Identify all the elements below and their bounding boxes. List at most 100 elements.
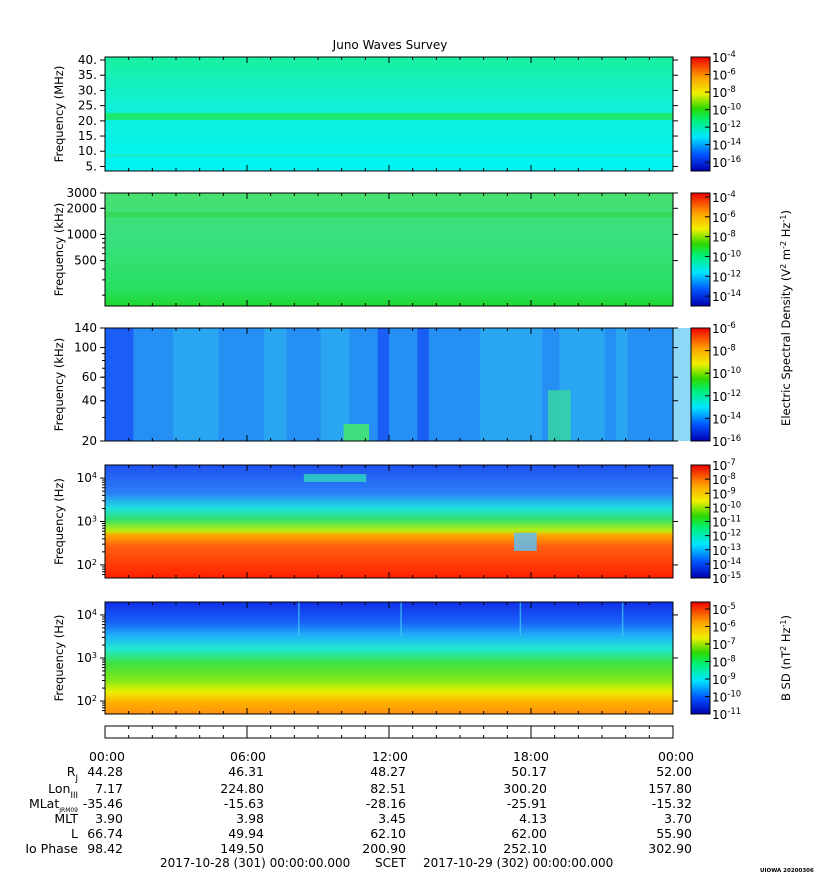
colorbar-tick-label: 10-9: [712, 672, 736, 687]
emission-patch: [548, 390, 571, 441]
colorbar-tick-label: 10-10: [712, 366, 741, 381]
colorbar-tick-label: 10-7: [712, 458, 736, 473]
ephemeris-value: 3.45: [378, 811, 406, 826]
ephemeris-value: 200.90: [362, 841, 406, 856]
emission-band: [105, 153, 673, 157]
x-tick-label: 00:00: [658, 749, 694, 764]
ephemeris-value: 149.50: [220, 841, 264, 856]
footer-end: 2017-10-29 (302) 00:00:00.000: [423, 856, 613, 870]
ephemeris-value: 224.80: [220, 781, 264, 796]
ephemeris-value: 55.90: [656, 826, 692, 841]
ephemeris-value: 62.00: [511, 826, 547, 841]
emission-spike: [298, 602, 300, 636]
colorbar-tick-label: 10-8: [712, 230, 736, 245]
ephemeris-row-label: Io Phase: [25, 841, 78, 856]
ephemeris-value: 52.00: [656, 764, 692, 779]
emission-streak: [616, 328, 702, 441]
y-tick-label: 25.: [78, 99, 97, 113]
ephemeris-value: 4.13: [519, 811, 547, 826]
y-tick-label: 104: [77, 607, 97, 622]
y-tick-label: 103: [77, 651, 97, 666]
y-tick-label: 10.: [78, 144, 97, 158]
ephemeris-value: -15.32: [652, 796, 692, 811]
panels: 5.10.15.20.25. 30.35.40. Frequency (MHz) 10…: [52, 50, 793, 722]
ephemeris-value: 3.70: [664, 811, 692, 826]
emission-spike: [621, 602, 624, 636]
x-tick-label: 06:00: [230, 749, 266, 764]
colorbar-tick-label: 10-12: [712, 529, 741, 544]
emission-band: [105, 112, 673, 120]
ephemeris-value: 300.20: [503, 781, 547, 796]
y-tick-label: 500: [74, 254, 97, 268]
ephemeris-value: 3.90: [95, 811, 123, 826]
spectrogram-panel-1: 5.10.15.20.25. 30.35.40. Frequency (MHz) 10…: [52, 50, 741, 173]
colorbar: [691, 57, 710, 171]
colorbar-tick-label: 10-16: [712, 434, 741, 449]
colorbar-tick-label: 10-4: [712, 190, 736, 205]
emission-spike: [519, 602, 522, 636]
colorbar-tick-label: 10-10: [712, 500, 741, 515]
y-tick-label: 1000: [66, 227, 97, 241]
colorbar-tick-label: 10-8: [712, 85, 736, 100]
ephemeris-row-label: RJ: [67, 764, 78, 784]
y-axis-label: Frequency (kHz): [52, 203, 66, 296]
y-tick-label: 100: [74, 341, 97, 355]
y-tick-label: 15.: [78, 129, 97, 143]
y-tick-label: 20: [82, 434, 97, 448]
ephemeris-row-label: L: [71, 826, 78, 841]
x-tick-label: 00:00: [89, 749, 125, 764]
colorbar-tick-label: 10-15: [712, 571, 741, 586]
ephemeris-value: 62.10: [370, 826, 406, 841]
y-tick-label: 102: [77, 694, 97, 709]
colorbar-tick-label: 10-6: [712, 620, 736, 635]
emission-patch: [343, 424, 370, 441]
emission-band: [105, 212, 673, 218]
y-tick-label: 102: [77, 557, 97, 572]
colorbar-frame: [690, 56, 711, 172]
ephemeris-value: 49.94: [228, 826, 264, 841]
colorbar: [691, 328, 710, 441]
colorbar-tick-label: 10-14: [712, 557, 741, 572]
colorbar-tick-label: 10-8: [712, 472, 736, 487]
colorbar-tick-label: 10-8: [712, 655, 736, 670]
ephemeris-value: 3.98: [236, 811, 264, 826]
colorbar-tick-label: 10-6: [712, 210, 736, 225]
colorbar-frame: [690, 192, 711, 307]
colorbar-tick-label: 10-4: [712, 50, 736, 65]
x-tick-label: 18:00: [513, 749, 549, 764]
colorbar-label: B SD (nT2 Hz-1): [779, 615, 794, 701]
colorbar-tick-label: 10-14: [712, 411, 741, 426]
colorbar: [691, 602, 710, 714]
ephemeris-value: 66.74: [87, 826, 123, 841]
ephemeris-value: 157.80: [648, 781, 692, 796]
x-tick-label: 12:00: [372, 749, 408, 764]
ephemeris-value: -28.16: [366, 796, 406, 811]
colorbar-tick-label: 10-8: [712, 344, 736, 359]
spectrogram-panel-5: 102 103 104 Frequency (Hz) 10-5 10-6 10-7 10-8 1…: [52, 601, 794, 722]
ephemeris-row-label: MLatJRM09: [29, 796, 78, 814]
ephemeris-value: 252.10: [503, 841, 547, 856]
colorbar-frame: [690, 327, 711, 442]
ephemeris-value: -25.91: [507, 796, 547, 811]
emission-streak: [389, 328, 418, 441]
emission-patch: [303, 474, 367, 483]
colorbar-tick-label: 10-11: [712, 707, 741, 722]
y-axis-label: Frequency (Hz): [52, 478, 66, 565]
ephemeris-row-label: LonIII: [48, 781, 78, 801]
y-tick-label: 3000: [66, 186, 97, 200]
colorbar-tick-label: 10-7: [712, 637, 736, 652]
stamp: UIOWA 20200306: [760, 868, 814, 874]
colorbar-tick-label: 10-14: [712, 138, 741, 153]
colorbar-frame: [690, 601, 711, 715]
colorbar-tick-label: 10-11: [712, 515, 741, 530]
spectrogram-panel-3: 20 40 60 100 140 Frequency (kHz) 10-6 10-8 10-10…: [52, 321, 741, 449]
spectrogram-image: [105, 465, 673, 578]
colorbar-tick-label: 10-10: [712, 249, 741, 264]
electric-spectral-density-label: Electric Spectral Density (V2 m-2 Hz-1): [779, 210, 794, 426]
y-tick-label: 103: [77, 514, 97, 529]
colorbar-tick-label: 10-6: [712, 68, 736, 83]
ephemeris-value: 7.17: [95, 781, 123, 796]
y-tick-label: 40.: [78, 53, 97, 67]
